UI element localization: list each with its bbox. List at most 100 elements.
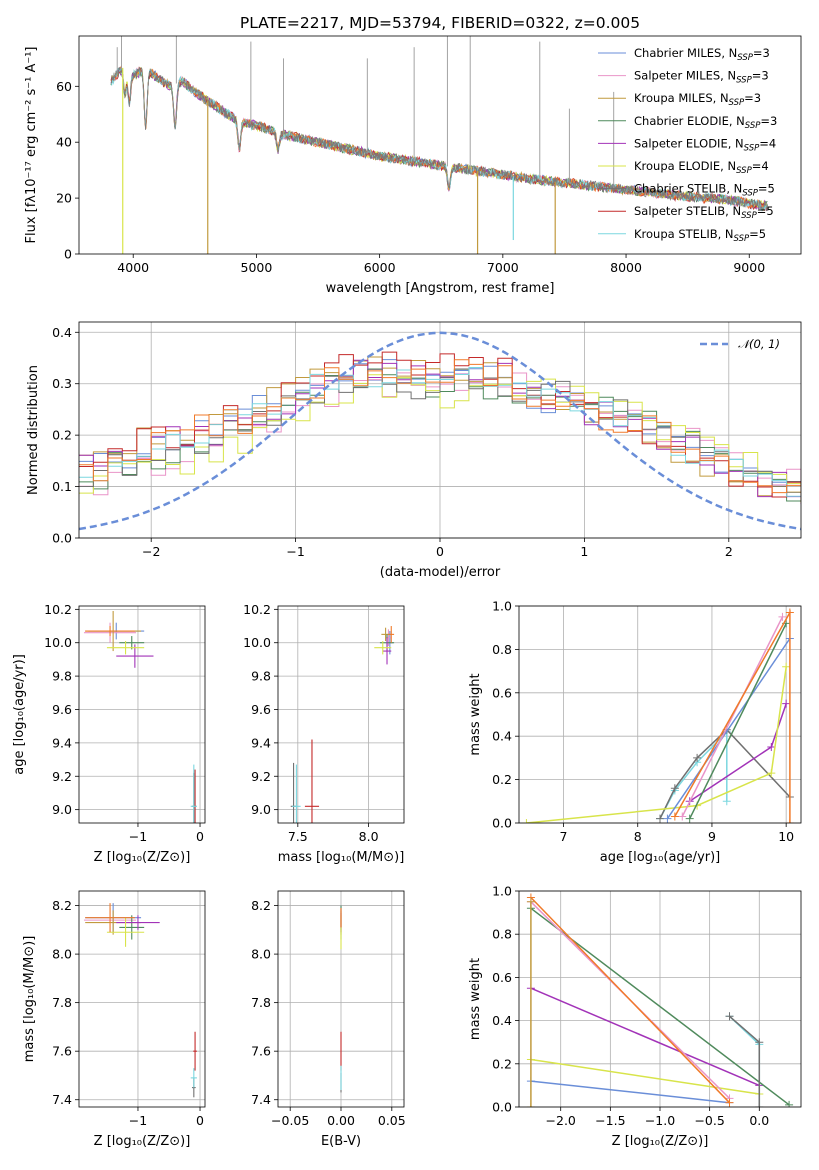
mass-weight-vs-Z-panel: −2.0 −1.5 −1.0 −0.5 0.0 0.0 0.2 0.4 0.6 0.8 1.0 Z [… [468, 884, 802, 1149]
y-tick-label: 0.2 [52, 428, 72, 443]
plus-marker [785, 1100, 794, 1107]
x-axis-label: age [log₁₀(age/yr)] [600, 850, 721, 865]
plus-marker [685, 814, 694, 823]
y-tick-label: 10.2 [243, 602, 271, 617]
plus-marker [670, 812, 679, 821]
x-tick-label: −1 [129, 1113, 147, 1128]
x-tick-label: 5000 [241, 260, 273, 275]
y-tick-label: 9.2 [52, 769, 72, 784]
y-axis-label: Normed distribution [26, 365, 41, 495]
x-tick-label: −1.5 [595, 1113, 625, 1128]
y-tick-label: 0.4 [492, 1013, 512, 1028]
x-axis-label: (data-model)/error [380, 565, 501, 580]
legend-label-main: Kroupa MILES, N [634, 91, 729, 105]
y-tick-label: 9.0 [52, 802, 72, 817]
mass-vs-Z-panel: −1 0 7.4 7.6 7.8 8.0 8.2 Z [log₁₀(Z/Z⊙)] mass [l… [22, 890, 206, 1149]
y-tick-label: 1.0 [492, 599, 512, 614]
y-tick-label: 0.2 [492, 772, 512, 787]
x-tick-label: 0.05 [378, 1113, 406, 1128]
y-tick-label: 9.6 [52, 702, 72, 717]
legend-label: Salpeter ELODIE, NSSP=4 [634, 136, 776, 153]
axes-frame [78, 321, 802, 539]
y-tick-label: 0.0 [492, 816, 512, 831]
y-tick-label: 9.2 [251, 769, 271, 784]
legend-label: Chabrier STELIB, NSSP=5 [634, 182, 775, 199]
histogram-step [79, 368, 801, 502]
x-tick-label: 0 [196, 1113, 204, 1128]
legend-label-sub: SSP [742, 189, 758, 199]
y-tick-label: 8.2 [52, 898, 72, 913]
y-tick-label: 10.0 [243, 635, 271, 650]
y-tick-label: 9.0 [251, 802, 271, 817]
x-tick-label: 4000 [117, 260, 149, 275]
y-tick-label: 20 [56, 191, 72, 206]
y-tick-label: 7.8 [52, 995, 72, 1010]
age-vs-Z-panel: −1 0 9.0 9.2 9.4 9.6 9.8 10.0 10.2 Z [log₁₀(Z/Z⊙)… [12, 602, 206, 865]
x-tick-label: −1 [286, 544, 304, 559]
y-tick-label: 9.8 [251, 669, 271, 684]
legend-label-sub: SSP [737, 53, 753, 63]
y-tick-label: 7.8 [251, 995, 271, 1010]
y-tick-label: 40 [56, 135, 72, 150]
figure-title: PLATE=2217, MJD=53794, FIBERID=0322, z=0… [240, 14, 640, 32]
y-tick-label: 0.4 [492, 729, 512, 744]
weight-line [689, 623, 787, 820]
legend-label: Salpeter STELIB, NSSP=5 [634, 204, 774, 221]
legend-label-tail: =5 [757, 204, 774, 218]
plus-marker [725, 1098, 734, 1107]
plus-marker [782, 699, 791, 708]
residuals-panel: −2 −1 0 1 2 0.0 0.1 0.2 0.3 0.4 (data-model)/error… [26, 321, 802, 580]
legend-label-main: Chabrier ELODIE, N [634, 114, 745, 128]
x-axis-label: Z [log₁₀(Z/Z⊙)] [94, 850, 191, 865]
y-tick-label: 9.6 [251, 702, 271, 717]
plus-marker [522, 819, 531, 823]
legend-label-tail: =3 [753, 46, 770, 60]
age-vs-mass-panel: 7.5 8.0 9.0 9.2 9.4 9.6 9.8 10.0 10.2 mass [log₁₀… [243, 602, 405, 865]
y-tick-label: 8.0 [52, 947, 72, 962]
y-axis-label: mass weight [468, 958, 483, 1040]
legend-label-tail: =4 [752, 159, 769, 173]
axes-frame [518, 890, 802, 1108]
y-tick-label: 60 [56, 79, 72, 94]
y-tick-label: 0.3 [52, 376, 72, 391]
legend-label-sub: SSP [741, 211, 757, 221]
legend-label-sub: SSP [744, 143, 760, 153]
weight-line [530, 896, 731, 1104]
x-tick-label: 7 [560, 829, 568, 844]
x-tick-label: 7000 [487, 260, 519, 275]
plus-marker [722, 797, 731, 806]
plus-marker [782, 662, 791, 671]
legend-label-tail: =5 [749, 227, 766, 241]
y-tick-label: 0.0 [52, 531, 72, 546]
y-tick-label: 0 [64, 247, 72, 262]
legend-label: Kroupa STELIB, NSSP=5 [634, 227, 766, 244]
x-tick-label: −1.0 [645, 1113, 675, 1128]
weight-lines [526, 893, 794, 1107]
x-tick-label: 0 [196, 829, 204, 844]
spectrum-lines [110, 36, 768, 254]
legend-label-main: Salpeter ELODIE, N [634, 136, 744, 150]
x-tick-label: 1 [580, 544, 588, 559]
legend-label-main: Chabrier STELIB, N [634, 182, 742, 196]
legend-label: Salpeter MILES, NSSP=3 [634, 69, 769, 86]
legend-label-main: Kroupa STELIB, N [634, 227, 734, 241]
legend-label-sub: SSP [745, 121, 761, 131]
x-tick-label: 9 [708, 829, 716, 844]
legend-label-tail: =5 [758, 182, 775, 196]
plus-marker [526, 897, 535, 906]
y-tick-label: 0.4 [52, 325, 72, 340]
plus-marker [755, 1038, 764, 1047]
y-tick-label: 0.1 [52, 479, 72, 494]
legend-label-tail: =3 [744, 91, 761, 105]
x-tick-label: 8.0 [359, 829, 379, 844]
error-bars [290, 626, 395, 823]
x-tick-label: 8 [634, 829, 642, 844]
gaussian-curve [79, 331, 801, 531]
histogram-step [79, 359, 801, 493]
weight-lines [522, 608, 794, 823]
plus-marker [725, 1012, 734, 1021]
legend-label-sub: SSP [736, 76, 752, 86]
plus-marker [767, 769, 776, 778]
plus-marker [663, 814, 672, 823]
